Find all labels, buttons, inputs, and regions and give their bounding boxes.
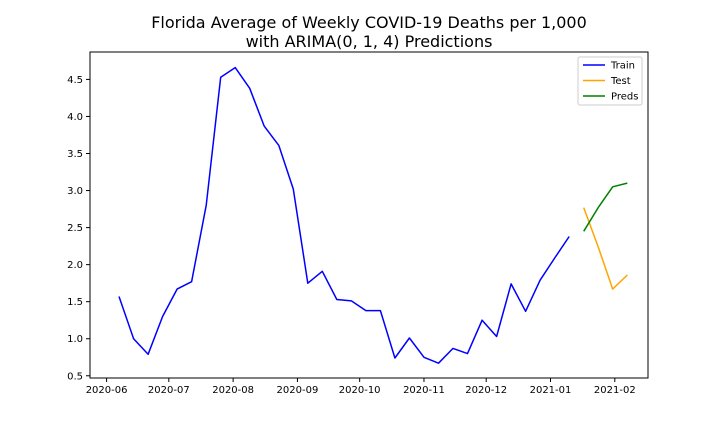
series-line-test: [582, 207, 628, 290]
y-tick-label: 4.5: [67, 75, 83, 86]
x-tick-label: 2021-01: [530, 385, 572, 396]
x-tick-label: 2020-12: [465, 385, 507, 396]
x-tick-label: 2020-11: [403, 385, 445, 396]
series-line-preds: [583, 182, 628, 232]
y-axis: 0.5 1.0 1.5 2.0 2.5 3.0 3.5 4.0 4.5: [67, 75, 90, 382]
legend-label-preds: Preds: [611, 92, 638, 103]
chart-title-line-1: Florida Average of Weekly COVID-19 Death…: [151, 13, 587, 32]
series-line-train: [118, 66, 570, 364]
y-tick-label: 3.5: [67, 149, 83, 160]
plot-area: [118, 66, 628, 364]
y-tick-label: 4.0: [67, 112, 83, 123]
y-tick-label: 3.0: [67, 186, 83, 197]
x-tick-label: 2020-06: [86, 385, 128, 396]
y-tick-label: 0.5: [67, 371, 83, 382]
x-axis: 2020-06 2020-07 2020-08 2020-09 2020-10 2020-…: [86, 378, 636, 396]
legend-box: [577, 56, 643, 106]
legend-label-train: Train: [610, 61, 635, 72]
x-tick-label: 2020-08: [212, 385, 254, 396]
legend-label-test: Test: [610, 76, 631, 87]
y-tick-label: 2.5: [67, 223, 83, 234]
y-tick-label: 2.0: [67, 260, 83, 271]
y-tick-label: 1.5: [67, 297, 83, 308]
x-tick-label: 2020-09: [277, 385, 319, 396]
y-tick-label: 1.0: [67, 334, 83, 345]
legend: Train Test Preds: [577, 56, 643, 106]
x-tick-label: 2021-02: [594, 385, 636, 396]
x-tick-label: 2020-10: [339, 385, 381, 396]
chart-title-line-2: with ARIMA(0, 1, 4) Predictions: [246, 32, 493, 51]
x-tick-label: 2020-07: [148, 385, 190, 396]
plot-frame: [89, 51, 649, 379]
